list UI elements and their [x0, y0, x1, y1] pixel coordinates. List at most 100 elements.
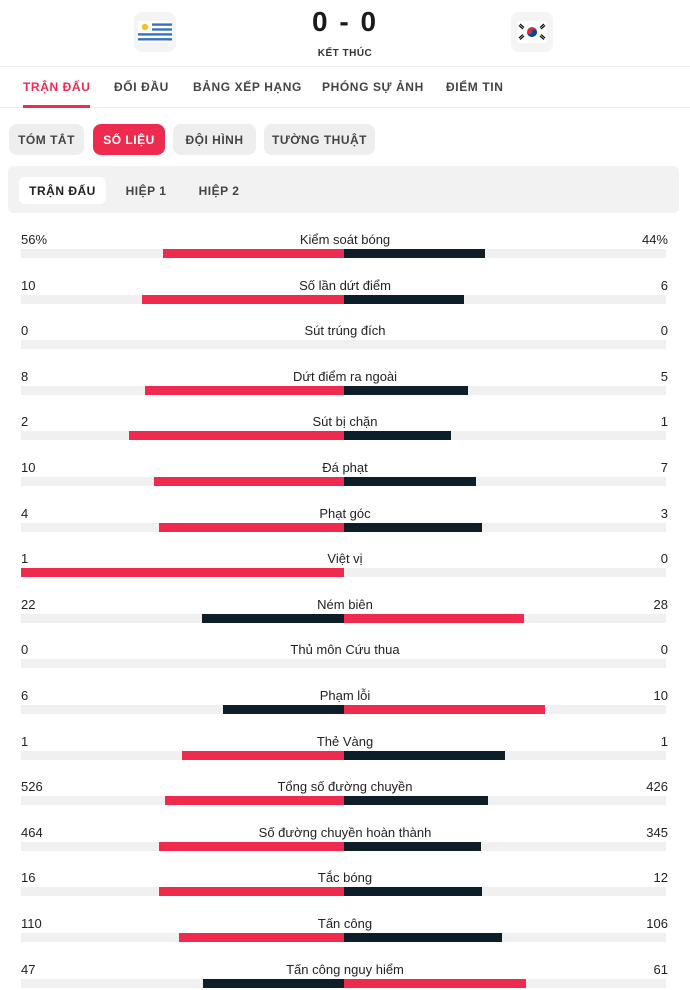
stat-bar-home: [162, 249, 344, 258]
stat-row: 464 Số đường chuyền hoàn thành 345: [0, 821, 690, 867]
tab-photo-report[interactable]: PHÓNG SỰ ẢNH: [322, 80, 424, 94]
stat-bar-track: [21, 704, 666, 714]
stat-bar-away: [343, 978, 526, 988]
tab-head-to-head[interactable]: ĐỐI ĐẦU: [114, 80, 169, 94]
stat-bar-home: [153, 476, 344, 486]
stat-bar-track: [21, 249, 666, 258]
stat-bar-away: [343, 887, 482, 897]
match-header: 0 - 0 KẾT THÚC: [0, 0, 690, 66]
stat-away-value: 28: [653, 596, 668, 612]
stat-label: Phạt góc: [319, 505, 371, 521]
stat-row: 6 Phạm lỗi 10: [0, 684, 690, 730]
period-first-half[interactable]: HIỆP 1: [125, 183, 167, 198]
stat-away-value: 6: [660, 277, 668, 293]
stat-row: 526 Tổng số đường chuyền 426: [0, 775, 690, 821]
stat-away-value: 10: [653, 687, 668, 703]
stat-bar-track: [21, 750, 666, 760]
stat-bar-away: [343, 796, 488, 806]
tab-live-commentary[interactable]: TƯỜNG THUẬT: [264, 124, 375, 155]
sub-tab-bar: TÓM TẮT SỐ LIỆU ĐỘI HÌNH TƯỜNG THUẬT: [0, 108, 690, 166]
stat-bar-away: [343, 249, 486, 258]
stat-bar-home: [128, 431, 344, 441]
stat-label: Ném biên: [317, 596, 373, 612]
tab-statistics[interactable]: SỐ LIỆU: [93, 124, 165, 155]
stat-home-value: 10: [21, 277, 36, 293]
stat-home-value: 6: [21, 687, 29, 703]
stat-bar-track: [21, 841, 666, 851]
tab-summary[interactable]: TÓM TẮT: [9, 124, 84, 155]
stat-away-value: 1: [660, 414, 668, 430]
stat-row: 2 Sút bị chặn 1: [0, 410, 690, 456]
tab-lineups[interactable]: ĐỘI HÌNH: [173, 124, 256, 155]
stat-bar-track: [21, 294, 666, 304]
stat-row: 22 Ném biên 28: [0, 593, 690, 639]
tab-standings[interactable]: BẢNG XẾP HẠNG: [193, 80, 302, 94]
period-full-match[interactable]: TRẬN ĐẤU: [19, 177, 106, 204]
stat-bar-track: [21, 613, 666, 623]
stat-bar-away: [343, 613, 525, 623]
stat-bar-home: [141, 294, 344, 304]
period-second-half[interactable]: HIỆP 2: [198, 183, 240, 198]
stat-label: Sút bị chặn: [312, 414, 378, 430]
stat-label: Dứt điểm ra ngoài: [292, 368, 398, 384]
stat-label: Kiểm soát bóng: [299, 232, 391, 247]
stat-row: 16 Tắc bóng 12: [0, 866, 690, 912]
period-selector: TRẬN ĐẤU HIỆP 1 HIỆP 2: [8, 166, 679, 213]
stat-bar-home: [21, 568, 344, 578]
stat-home-value: 1: [21, 733, 29, 749]
uruguay-flag-icon[interactable]: [134, 12, 176, 52]
stat-bar-track: [21, 796, 666, 806]
stat-away-value: 426: [646, 779, 668, 795]
match-status: KẾT THÚC: [317, 48, 373, 59]
stats-list: 56% Kiểm soát bóng 44% 10 Số lần dứt điểm 6 0 S…: [0, 228, 690, 990]
stat-home-value: 526: [21, 779, 43, 795]
stat-home-value: 1: [21, 551, 29, 567]
stat-label: Số đường chuyền hoàn thành: [258, 824, 432, 840]
stat-away-value: 0: [660, 551, 668, 567]
stat-bar-away: [343, 385, 468, 395]
stat-away-value: 345: [646, 824, 668, 840]
stat-row: 47 Tấn công nguy hiểm 61: [0, 958, 690, 990]
stat-home-value: 464: [21, 824, 43, 840]
stat-home-value: 16: [21, 870, 36, 886]
stat-away-value: 0: [660, 642, 668, 658]
stat-row: 110 Tấn công 106: [0, 912, 690, 958]
tab-news[interactable]: ĐIỂM TIN: [446, 80, 504, 94]
stat-bar-track: [21, 522, 666, 532]
stat-bar-track: [21, 887, 666, 897]
stat-bar-track: [21, 340, 666, 350]
stat-bar-track: [21, 476, 666, 486]
stat-away-value: 1: [660, 733, 668, 749]
stat-away-value: 3: [660, 505, 668, 521]
stat-away-value: 7: [660, 459, 668, 475]
stat-bar-track: [21, 978, 666, 988]
stat-home-value: 4: [21, 505, 29, 521]
stat-bar-home: [159, 522, 344, 532]
stat-label: Tấn công: [317, 915, 373, 931]
stat-row: 1 Thẻ Vàng 1: [0, 730, 690, 776]
stat-home-value: 8: [21, 368, 29, 384]
stat-row: 8 Dứt điểm ra ngoài 5: [0, 365, 690, 411]
stat-bar-away: [343, 476, 477, 486]
stat-row: 0 Thủ môn Cứu thua 0: [0, 638, 690, 684]
south-korea-flag-icon[interactable]: [511, 12, 553, 52]
stat-label: Tắc bóng: [317, 870, 373, 886]
tab-match[interactable]: TRẬN ĐẤU: [23, 80, 91, 108]
stat-label: Thẻ Vàng: [316, 733, 374, 749]
stat-home-value: 2: [21, 414, 29, 430]
stat-label: Việt vị: [327, 551, 363, 567]
stat-away-value: 12: [653, 870, 668, 886]
stat-bar-home: [182, 750, 344, 760]
stat-bar-track: [21, 385, 666, 395]
stat-bar-away: [343, 841, 481, 851]
stat-bar-track: [21, 431, 666, 441]
stat-away-value: 106: [646, 915, 668, 931]
stat-home-value: 10: [21, 459, 36, 475]
stat-label: Số lần dứt điểm: [299, 277, 391, 293]
stat-bar-away: [343, 704, 546, 714]
stat-bar-away: [343, 522, 482, 532]
stat-bar-home: [201, 613, 344, 623]
stat-label: Tấn công nguy hiểm: [286, 961, 404, 977]
stat-home-value: 0: [21, 323, 29, 339]
stat-bar-home: [159, 887, 344, 897]
